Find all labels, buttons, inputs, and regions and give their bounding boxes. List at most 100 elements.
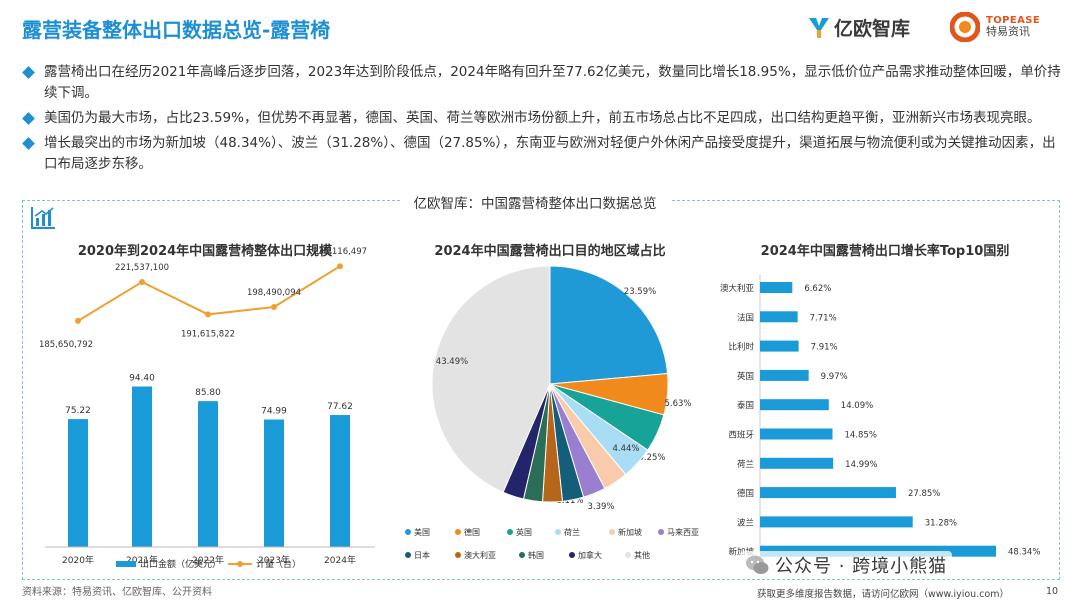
topease-logo-en: TOPEASE: [986, 14, 1041, 26]
bar-export-value: [264, 419, 284, 547]
bullet-item: 增长最突出的市场为新加坡（48.34%）、波兰（31.28%）、德国（27.85…: [22, 133, 1062, 175]
pie-slice: [431, 265, 551, 493]
growth-bar: [760, 399, 829, 411]
bar-export-value: [198, 401, 218, 547]
chart1-title: 2020年到2024年中国露营椅整体出口规模: [77, 244, 333, 259]
legend-label: 马来西亚: [667, 528, 699, 537]
legend-label: 英国: [516, 527, 532, 537]
pie-value-label: 5.25%: [638, 453, 665, 463]
bar-export-value: [68, 419, 88, 547]
line-point: [337, 263, 343, 270]
yiou-logo: 亿欧智库: [808, 14, 910, 41]
growth-value-label: 14.85%: [844, 431, 876, 441]
category-label: 德国: [737, 488, 754, 499]
legend-swatch: [625, 552, 631, 558]
legend-swatch: [519, 552, 525, 558]
line-value-label: 191,615,822: [181, 329, 235, 339]
line-value-label: 185,650,792: [39, 340, 93, 350]
growth-bar: [760, 516, 913, 528]
growth-bar: [760, 282, 793, 293]
summary-bullets: 露营椅出口在经历2021年高峰后逐步回落，2023年达到阶段低点，2024年略有…: [22, 62, 1062, 179]
chart1-export-scale: 75.222020年94.402021年85.802022年74.992023年…: [39, 247, 375, 570]
bar-value-label: 85.80: [195, 388, 221, 398]
bullet-item: 露营椅出口在经历2021年高峰后逐步回落，2023年达到阶段低点，2024年略有…: [22, 62, 1062, 104]
wechat-icon: [746, 555, 769, 574]
category-label: 西班牙: [728, 430, 754, 441]
legend-swatch: [555, 529, 561, 535]
legend-line-marker: [237, 561, 243, 567]
bar-value-label: 75.22: [65, 406, 91, 416]
growth-value-label: 27.85%: [908, 489, 940, 499]
x-tick-label: 2020年: [62, 554, 94, 566]
legend-label: 其他: [634, 550, 650, 560]
bar-value-label: 94.40: [129, 374, 155, 384]
legend-bar-swatch: [116, 561, 136, 567]
x-tick-label: 2022年: [192, 554, 224, 566]
bar-value-label: 74.99: [261, 407, 287, 417]
line-value-label: 236,116,497: [313, 247, 367, 257]
chart2-destination-share: 23.59% 5.63% 5.25%4.44% 3.39% 3.11% 43.49% 美国 德…: [405, 265, 699, 560]
line-point: [75, 317, 81, 324]
bullet-item: 美国仍为最大市场，占比23.59%，但优势不再显著，德国、英国、荷兰等欧洲市场份…: [22, 108, 1062, 129]
topease-logo-icon: [950, 12, 980, 42]
legend-label: 新加坡: [618, 527, 642, 537]
pie-slice: [549, 265, 669, 385]
legend-bar-label: 出口金额（亿美元）: [140, 558, 221, 570]
category-label: 法国: [737, 312, 754, 323]
legend-swatch: [609, 529, 615, 535]
legend-swatch: [405, 552, 411, 558]
growth-bar: [760, 457, 834, 469]
line-value-label: 198,490,094: [247, 288, 301, 298]
x-tick-label: 2024年: [324, 554, 356, 566]
topease-logo: TOPEASE 特易资讯: [950, 12, 1040, 42]
bullet-text: 美国仍为最大市场，占比23.59%，但优势不再显著，德国、英国、荷兰等欧洲市场份…: [44, 110, 1041, 126]
legend-swatch: [658, 529, 664, 535]
wechat-watermark: 公众号 · 跨境小熊猫: [740, 551, 953, 579]
growth-value-label: 6.62%: [804, 284, 831, 294]
chart-icon: [31, 207, 55, 229]
chart3-title: 2024年中国露营椅出口增长率Top10国别: [760, 244, 1010, 259]
legend-label: 荷兰: [564, 527, 580, 537]
diamond-bullet-icon: [22, 137, 35, 150]
growth-bar: [760, 428, 833, 440]
category-label: 泰国: [737, 400, 754, 411]
growth-bar: [760, 311, 798, 323]
legend-swatch: [455, 552, 461, 558]
topease-logo-cn: 特易资讯: [986, 25, 1030, 39]
legend-label: 德国: [464, 527, 480, 537]
bullet-text: 增长最突出的市场为新加坡（48.34%）、波兰（31.28%）、德国（27.85…: [44, 135, 1056, 172]
category-label: 荷兰: [737, 459, 754, 470]
legend-label: 美国: [414, 527, 430, 537]
line-point: [205, 311, 211, 318]
category-label: 比利时: [728, 342, 754, 353]
diamond-bullet-icon: [22, 112, 35, 125]
legend-swatch: [455, 529, 461, 535]
x-tick-label: 2023年: [258, 554, 290, 566]
legend-label: 澳大利亚: [464, 550, 496, 560]
panel-title: 亿欧智库：中国露营椅整体出口数据总览: [400, 192, 670, 212]
footer-note: 获取更多维度报告数据，请访问亿欧网（www.iyiou.com）: [757, 589, 1010, 600]
page-title: 露营装备整体出口数据总览-露营椅: [22, 18, 331, 42]
pie-value-label: 4.44%: [612, 444, 639, 454]
growth-bar: [760, 340, 799, 352]
legend-swatch: [507, 529, 513, 535]
line-point: [139, 279, 145, 286]
bullet-text: 露营椅出口在经历2021年高峰后逐步回落，2023年达到阶段低点，2024年略有…: [44, 64, 1061, 101]
growth-bar: [760, 487, 896, 499]
pie-value-label: 3.39%: [587, 502, 614, 512]
pie-value-label: 23.59%: [624, 287, 656, 297]
growth-value-label: 7.91%: [811, 343, 838, 353]
growth-bar: [760, 369, 809, 381]
pie-value-label: 43.49%: [436, 357, 468, 367]
legend-label: 加拿大: [578, 550, 602, 560]
growth-value-label: 9.97%: [821, 372, 848, 382]
wechat-text: 公众号 · 跨境小熊猫: [775, 556, 948, 577]
bar-value-label: 77.62: [327, 402, 353, 412]
pie-value-label: 3.11%: [556, 496, 583, 506]
line-value-label: 221,537,100: [115, 263, 169, 273]
legend-line-label: 计量（台）: [256, 558, 301, 570]
yiou-logo-icon: [809, 17, 829, 38]
chart3-growth-top10: 澳大利亚 6.62% 法国 7.71% 比利时 7.91% 英国 9.97% 泰国 14.09% 西…: [720, 274, 1040, 566]
category-label: 澳大利亚: [720, 283, 755, 294]
source-note: 资料来源：特易资讯、亿欧智库、公开资料: [22, 587, 212, 598]
